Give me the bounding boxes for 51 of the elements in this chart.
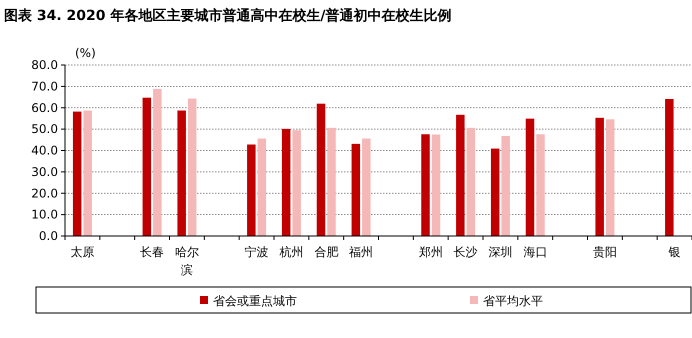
bar — [72, 112, 82, 236]
x-tick-label: 长沙 — [454, 245, 478, 259]
bar — [456, 114, 465, 236]
bar — [292, 130, 301, 236]
x-tick-label: 深圳 — [488, 245, 512, 259]
bar — [188, 98, 196, 236]
x-tick-label: 宁波 — [244, 245, 269, 259]
y-tick-label: 60.0 — [31, 100, 58, 115]
y-tick-label: 0.0 — [38, 229, 58, 243]
bar — [665, 98, 674, 236]
bar — [282, 128, 290, 236]
bar — [606, 119, 614, 236]
x-tick-label: 杭州 — [278, 245, 304, 259]
y-tick-label: 70.0 — [31, 79, 58, 94]
bar — [536, 134, 545, 236]
legend-label: 省平均水平 — [483, 294, 543, 308]
bar — [142, 98, 152, 236]
y-tick-label: 30.0 — [31, 164, 58, 179]
bar — [153, 88, 162, 236]
bar — [177, 110, 186, 236]
bar — [490, 148, 500, 236]
y-axis-title: (%) — [75, 46, 96, 60]
bar — [316, 104, 326, 236]
chart-title: 图表 34. 2020 年各地区主要城市普通高中在校生/普通初中在校生比例 — [4, 7, 452, 24]
bar — [352, 144, 360, 236]
x-tick-label: 海口 — [523, 245, 548, 259]
bar — [421, 134, 430, 236]
bar — [362, 138, 371, 236]
x-tick-label: 太原 — [70, 245, 94, 259]
bar — [327, 128, 336, 236]
y-tick-label: 50.0 — [31, 122, 58, 136]
bar — [466, 128, 476, 236]
bar — [595, 118, 604, 236]
x-tick-label: 银 — [668, 245, 681, 259]
bar — [501, 136, 510, 236]
bar — [526, 118, 534, 236]
y-tick-label: 10.0 — [31, 208, 58, 222]
legend-label: 省会或重点城市 — [213, 294, 297, 308]
y-tick-label: 20.0 — [31, 186, 58, 200]
x-tick-label: 郑州 — [418, 245, 443, 259]
bar — [247, 144, 256, 236]
bar — [258, 138, 266, 236]
bar — [83, 110, 92, 236]
y-tick-label: 80.0 — [31, 58, 58, 72]
bar — [432, 134, 440, 236]
x-tick-label: 福州 — [349, 245, 374, 259]
y-tick-label: 40.0 — [31, 144, 58, 158]
x-tick-label: 合肥 — [314, 245, 338, 259]
x-tick-label: 哈尔滨 — [174, 245, 199, 277]
x-tick-label: 贵阳 — [592, 245, 617, 259]
x-tick-label: 长春 — [140, 245, 164, 259]
